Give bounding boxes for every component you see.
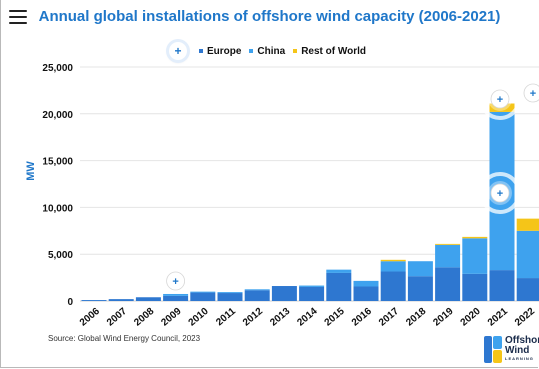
- legend-label: Rest of World: [301, 45, 367, 57]
- bar-china-2020: [462, 238, 488, 274]
- bar-rest-of-world-2017: [380, 259, 406, 262]
- bar-europe-2010: [190, 292, 216, 301]
- bar-europe-2013: [271, 286, 297, 301]
- legend-item-china[interactable]: China: [249, 46, 285, 57]
- legend-item-rest-of-world[interactable]: Rest of World: [293, 46, 366, 57]
- hotspot-4[interactable]: +: [521, 81, 539, 105]
- source-note: Source: Global Wind Energy Council, 2023: [48, 334, 201, 343]
- hotspot-button: [523, 83, 539, 103]
- bar-china-2017: [380, 261, 406, 272]
- bar-europe-2017: [380, 271, 406, 301]
- bar-europe-2014: [299, 286, 325, 301]
- y-tick-label: 15,000: [42, 157, 73, 168]
- x-tick-label-2011: 2011: [214, 306, 238, 329]
- plus-icon: +: [497, 94, 503, 106]
- bar-rest-of-world-2019: [435, 243, 461, 245]
- bar-rest-of-world-2022: [516, 218, 539, 231]
- chart-title: Annual global installations of offshore …: [38, 8, 501, 25]
- x-tick-label-2022: 2022: [513, 306, 537, 329]
- x-tick-label-2014: 2014: [295, 306, 319, 329]
- bar-europe-2012: [244, 290, 270, 301]
- hotspot-ring: [479, 78, 521, 120]
- menu-icon[interactable]: [9, 10, 27, 24]
- x-tick-label-2017: 2017: [377, 306, 401, 329]
- hotspot-button: [490, 89, 510, 109]
- bars: [81, 103, 539, 301]
- logo-text-line2: Wind: [505, 345, 530, 356]
- hotspot-2[interactable]: +: [479, 78, 521, 120]
- y-tick-label: 20,000: [42, 110, 73, 121]
- wind-logo-icon: [484, 336, 502, 363]
- x-tick-label-2018: 2018: [404, 306, 428, 329]
- hotspot-1[interactable]: +: [163, 269, 188, 293]
- legend-add-button[interactable]: +: [168, 42, 187, 60]
- hotspots: + + + +: [163, 78, 539, 293]
- grid-lines: [80, 66, 539, 302]
- bar-china-2011: [217, 292, 243, 294]
- bar-europe-2016: [353, 286, 379, 301]
- y-axis-label: MW: [25, 161, 37, 181]
- x-tick-label-2021: 2021: [486, 306, 510, 329]
- logo-text-line1: Offshore: [505, 335, 539, 346]
- y-tick-label: 5,000: [48, 250, 73, 261]
- hotspot-button: [490, 183, 510, 203]
- y-tick-label: 10,000: [42, 203, 73, 214]
- bar-china-2022: [516, 230, 539, 279]
- x-axis-ticks: 2006 2007 2008 2009 2010 2011 2012 2013 2014 2015…: [78, 306, 538, 329]
- bar-europe-2019: [435, 267, 461, 301]
- x-tick-label-2015: 2015: [323, 306, 347, 329]
- x-tick-label-2020: 2020: [459, 306, 483, 329]
- y-axis-ticks: 0 5,000 10,000 15,000 20,000 25,000: [42, 63, 73, 308]
- bar-europe-2018: [407, 276, 433, 301]
- hotspot-3[interactable]: +: [479, 172, 521, 214]
- logo-text-line3: LEARNING: [505, 356, 534, 361]
- bar-europe-2007: [108, 299, 134, 301]
- bar-china-2012: [244, 289, 270, 291]
- legend-swatch: [249, 49, 254, 53]
- legend-item-europe[interactable]: Europe: [198, 45, 242, 57]
- plus-icon: +: [497, 188, 503, 200]
- bar-china-2009: [163, 293, 189, 296]
- y-tick-label: 25,000: [42, 63, 73, 74]
- hotspot-button: [166, 271, 186, 291]
- hotspot-ring: [479, 172, 521, 214]
- bar-china-2015: [326, 269, 352, 273]
- bar-europe-2020: [462, 273, 488, 301]
- x-tick-label-2006: 2006: [78, 306, 102, 329]
- x-tick-label-2008: 2008: [132, 306, 156, 329]
- x-tick-label-2009: 2009: [159, 306, 183, 329]
- legend-swatch: [198, 49, 203, 53]
- bar-europe-2008: [135, 297, 161, 301]
- brand-logo: Offshore Wind LEARNING: [484, 333, 539, 367]
- chart-legend: + Europe China Rest of World: [0, 42, 539, 60]
- legend-label: Europe: [206, 45, 242, 57]
- plus-icon: +: [530, 88, 536, 100]
- bar-china-2014: [299, 285, 325, 287]
- legend-label: China: [257, 45, 286, 57]
- bar-europe-2009: [163, 295, 189, 301]
- bar-china-2019: [435, 244, 461, 268]
- x-tick-label-2019: 2019: [431, 306, 455, 329]
- x-tick-label-2016: 2016: [350, 306, 374, 329]
- x-tick-label-2013: 2013: [268, 306, 292, 329]
- legend-swatch: [293, 49, 298, 53]
- bar-europe-2011: [217, 293, 243, 301]
- plus-icon: +: [172, 276, 178, 288]
- bar-china-2018: [407, 261, 433, 277]
- x-tick-label-2012: 2012: [241, 306, 265, 329]
- bar-china-2016: [353, 280, 379, 287]
- bar-europe-2006: [81, 300, 107, 301]
- bar-europe-2021: [489, 270, 515, 301]
- x-tick-label-2010: 2010: [187, 306, 211, 329]
- x-tick-label-2007: 2007: [105, 306, 129, 329]
- bar-europe-2015: [326, 272, 352, 301]
- bar-europe-2022: [516, 278, 539, 301]
- bar-rest-of-world-2020: [462, 236, 488, 239]
- y-tick-label: 0: [67, 297, 73, 308]
- bar-china-2010: [190, 291, 216, 293]
